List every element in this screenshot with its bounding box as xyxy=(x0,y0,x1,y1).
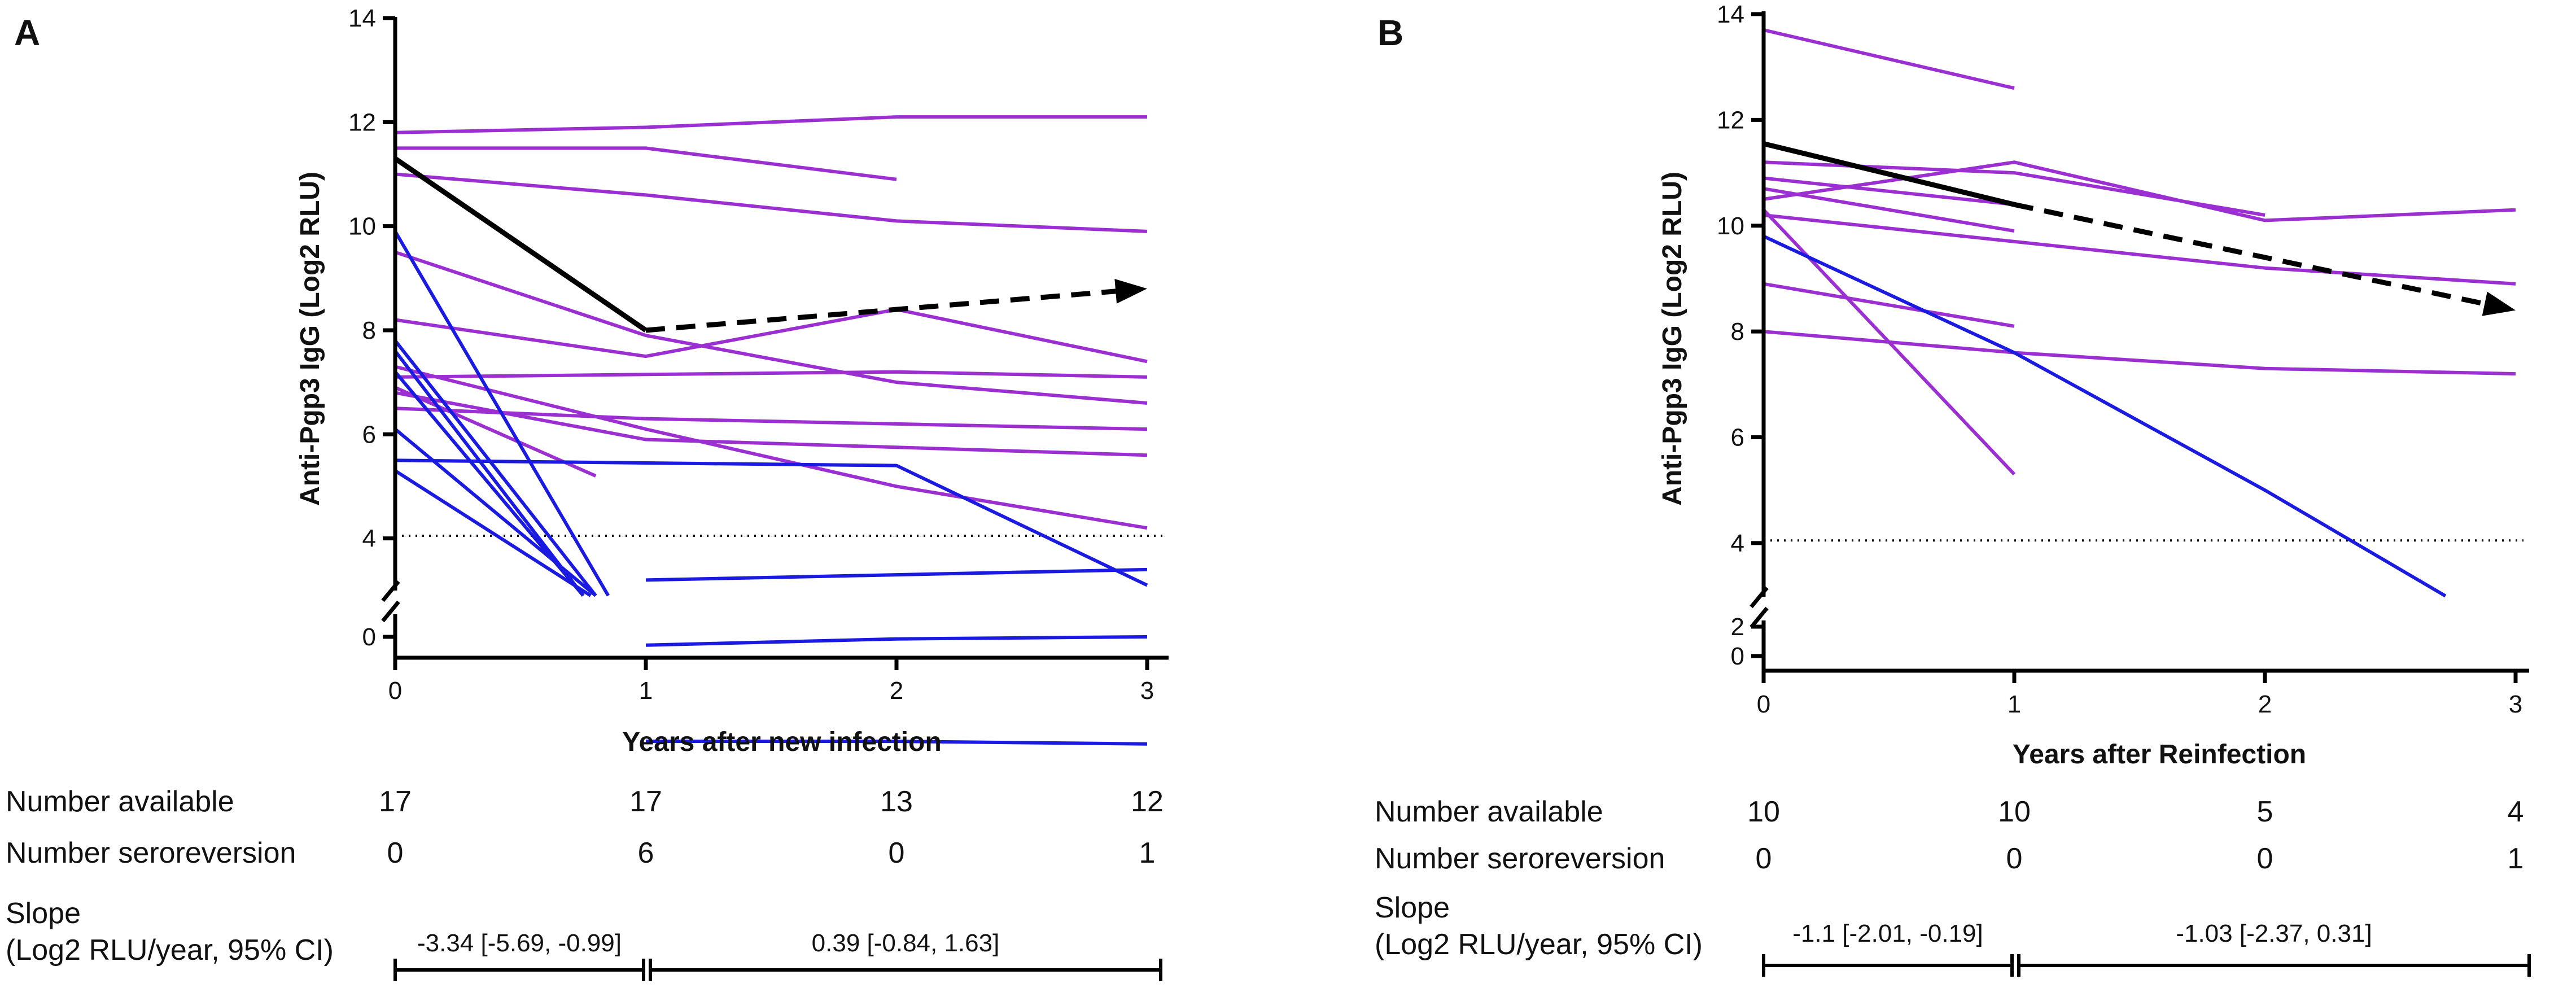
x-tick-label: 3 xyxy=(1140,677,1154,705)
series-line-seropositive xyxy=(1763,28,2015,90)
x-tick-label: 3 xyxy=(2509,690,2522,718)
x-tick-label: 1 xyxy=(2008,690,2021,718)
y-tick-label: 4 xyxy=(1731,530,1744,557)
series-line-seropositive xyxy=(395,406,1148,431)
table-cell: 12 xyxy=(1131,785,1164,818)
mean-projection-line xyxy=(2014,202,2486,307)
y-tick-label: 6 xyxy=(1731,424,1744,452)
y-tick-label: 10 xyxy=(1717,212,1744,240)
slope-value: -1.1 [-2.01, -0.19] xyxy=(1792,920,1983,947)
table-cell: 4 xyxy=(2508,795,2524,828)
y-axis-title: Anti-Pgp3 IgG (Log2 RLU) xyxy=(1657,172,1687,506)
series-line-seroreverted xyxy=(645,567,1148,582)
table-cell: 13 xyxy=(880,785,913,818)
table-cell: 0 xyxy=(2006,842,2023,875)
axis-break-mark xyxy=(1750,606,1769,629)
slope-value: -1.03 [-2.37, 0.31] xyxy=(2176,920,2372,947)
y-tick-label: 8 xyxy=(362,317,376,344)
y-tick-label: 14 xyxy=(348,5,376,32)
series-line-seropositive xyxy=(395,146,897,181)
x-axis-title: Years after Reinfection xyxy=(2013,740,2306,770)
mean-projection-arrowhead xyxy=(1114,278,1147,304)
series-line-seroreverted xyxy=(394,427,597,597)
table-cell: 1 xyxy=(2508,842,2524,875)
slope-value: 0.39 [-0.84, 1.63] xyxy=(812,929,1000,957)
table-cell: 5 xyxy=(2257,795,2273,828)
series-line-seropositive xyxy=(395,250,1148,405)
mean-projection-arrowhead xyxy=(2482,291,2516,316)
series-line-seroreverted xyxy=(393,349,585,597)
axis-break-mark xyxy=(381,600,400,623)
x-tick-label: 2 xyxy=(2258,690,2272,718)
series-line-seropositive xyxy=(395,172,1148,233)
y-tick-label: 0 xyxy=(362,623,376,651)
series-line-seropositive xyxy=(1763,176,2015,207)
series-line-seropositive xyxy=(1763,330,2516,376)
y-tick-label: 12 xyxy=(348,108,376,136)
y-tick-label: 12 xyxy=(1717,106,1744,134)
series-line-seroreverted xyxy=(395,458,1148,587)
slope-label: Slope xyxy=(1375,891,1450,924)
panel-letter: B xyxy=(1377,12,1403,53)
x-tick-label: 2 xyxy=(890,677,903,705)
table-cell: 0 xyxy=(889,837,905,869)
table-cell: 17 xyxy=(629,785,662,818)
table-row-label: Number available xyxy=(1375,795,1603,828)
x-tick-label: 1 xyxy=(639,677,653,705)
table-cell: 0 xyxy=(1756,842,1772,875)
series-line-seroreverted xyxy=(646,740,1148,746)
slope-units-label: (Log2 RLU/year, 95% CI) xyxy=(1375,928,1703,961)
panel-letter: A xyxy=(14,12,40,53)
axis-break-mark xyxy=(1750,586,1769,609)
table-cell: 6 xyxy=(638,837,654,869)
mean-line xyxy=(393,156,648,333)
y-tick-label: 6 xyxy=(362,421,376,448)
table-row-label: Number seroreversion xyxy=(1375,842,1665,875)
slope-units-label: (Log2 RLU/year, 95% CI) xyxy=(6,934,334,967)
series-line-seropositive xyxy=(395,365,1148,530)
table-cell: 1 xyxy=(1139,837,1156,869)
x-tick-label: 0 xyxy=(388,677,402,705)
table-cell: 0 xyxy=(2257,842,2273,875)
y-tick-label: 4 xyxy=(362,525,376,553)
y-tick-label: 8 xyxy=(1731,318,1744,346)
slope-value: -3.34 [-5.69, -0.99] xyxy=(417,929,622,957)
series-line-seropositive xyxy=(395,115,1147,134)
x-tick-label: 0 xyxy=(1757,690,1770,718)
y-tick-label: 10 xyxy=(348,213,376,241)
series-line-seroreverted xyxy=(394,469,592,597)
mean-projection-line xyxy=(645,288,1116,333)
series-line-seroreverted xyxy=(393,230,610,597)
table-row-label: Number seroreversion xyxy=(6,837,296,869)
series-line-seropositive xyxy=(395,391,1148,457)
series-line-seropositive xyxy=(1763,213,2516,286)
x-axis-title: Years after new infection xyxy=(622,727,942,757)
y-tick-label: 14 xyxy=(1717,1,1744,28)
series-line-seropositive xyxy=(395,308,1148,364)
slope-label: Slope xyxy=(6,897,81,930)
table-row-label: Number available xyxy=(6,785,234,818)
series-line-seropositive xyxy=(1763,282,2015,328)
series-line-seroreverted xyxy=(645,635,1148,647)
y-axis-title: Anti-Pgp3 IgG (Log2 RLU) xyxy=(295,172,325,506)
series-line-seropositive xyxy=(1763,160,2516,222)
series-line-seropositive xyxy=(395,370,1148,379)
series-line-seroreverted xyxy=(1762,234,2447,598)
y-tick-label: 2 xyxy=(1731,613,1744,641)
series-line-seroreverted xyxy=(393,339,597,597)
table-cell: 0 xyxy=(387,837,404,869)
axis-break-mark xyxy=(381,580,400,602)
table-cell: 10 xyxy=(1998,795,2031,828)
mean-line xyxy=(1762,141,2015,207)
table-cell: 17 xyxy=(379,785,412,818)
y-tick-label: 0 xyxy=(1731,642,1744,670)
series-line-seropositive xyxy=(1763,187,2015,233)
table-cell: 10 xyxy=(1747,795,1780,828)
